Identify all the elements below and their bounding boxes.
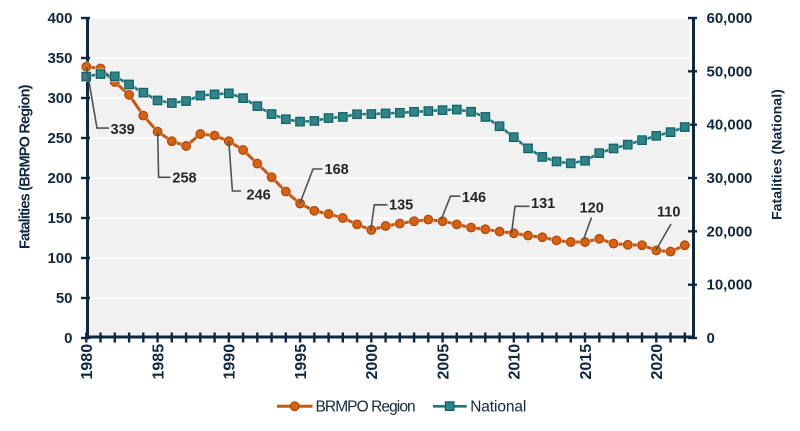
svg-text:0: 0 <box>707 330 715 347</box>
svg-text:150: 150 <box>47 210 72 227</box>
svg-text:2010: 2010 <box>507 344 524 380</box>
svg-text:40,000: 40,000 <box>707 117 753 134</box>
svg-text:350: 350 <box>47 50 72 67</box>
svg-text:146: 146 <box>462 190 486 206</box>
svg-text:200: 200 <box>47 170 72 187</box>
svg-text:1980: 1980 <box>79 344 96 380</box>
svg-text:BRMPO Region: BRMPO Region <box>316 398 416 415</box>
svg-text:2000: 2000 <box>364 344 381 380</box>
svg-text:300: 300 <box>47 90 72 107</box>
svg-text:Fatalities (BRMPO Region): Fatalities (BRMPO Region) <box>18 84 34 249</box>
svg-text:20,000: 20,000 <box>707 223 753 240</box>
svg-text:258: 258 <box>172 171 196 187</box>
svg-text:135: 135 <box>389 197 413 213</box>
svg-text:2005: 2005 <box>435 344 452 380</box>
svg-text:1990: 1990 <box>222 344 239 380</box>
svg-text:100: 100 <box>47 250 72 267</box>
svg-text:120: 120 <box>580 200 604 216</box>
svg-text:168: 168 <box>325 162 349 178</box>
svg-text:2020: 2020 <box>649 344 666 380</box>
svg-text:50: 50 <box>56 290 73 307</box>
svg-text:131: 131 <box>531 196 555 212</box>
svg-text:Fatalities (National): Fatalities (National) <box>770 89 786 220</box>
svg-text:246: 246 <box>247 188 271 204</box>
svg-text:50,000: 50,000 <box>707 63 753 80</box>
svg-text:110: 110 <box>657 205 680 221</box>
svg-text:60,000: 60,000 <box>707 10 753 27</box>
svg-text:30,000: 30,000 <box>707 170 753 187</box>
svg-text:339: 339 <box>111 122 135 138</box>
svg-text:1995: 1995 <box>293 344 310 380</box>
svg-text:250: 250 <box>47 130 72 147</box>
svg-text:National: National <box>470 398 526 415</box>
svg-text:0: 0 <box>64 330 72 347</box>
svg-text:10,000: 10,000 <box>707 277 753 294</box>
svg-text:2015: 2015 <box>578 344 595 380</box>
svg-text:1985: 1985 <box>150 344 167 380</box>
svg-text:400: 400 <box>47 10 72 27</box>
